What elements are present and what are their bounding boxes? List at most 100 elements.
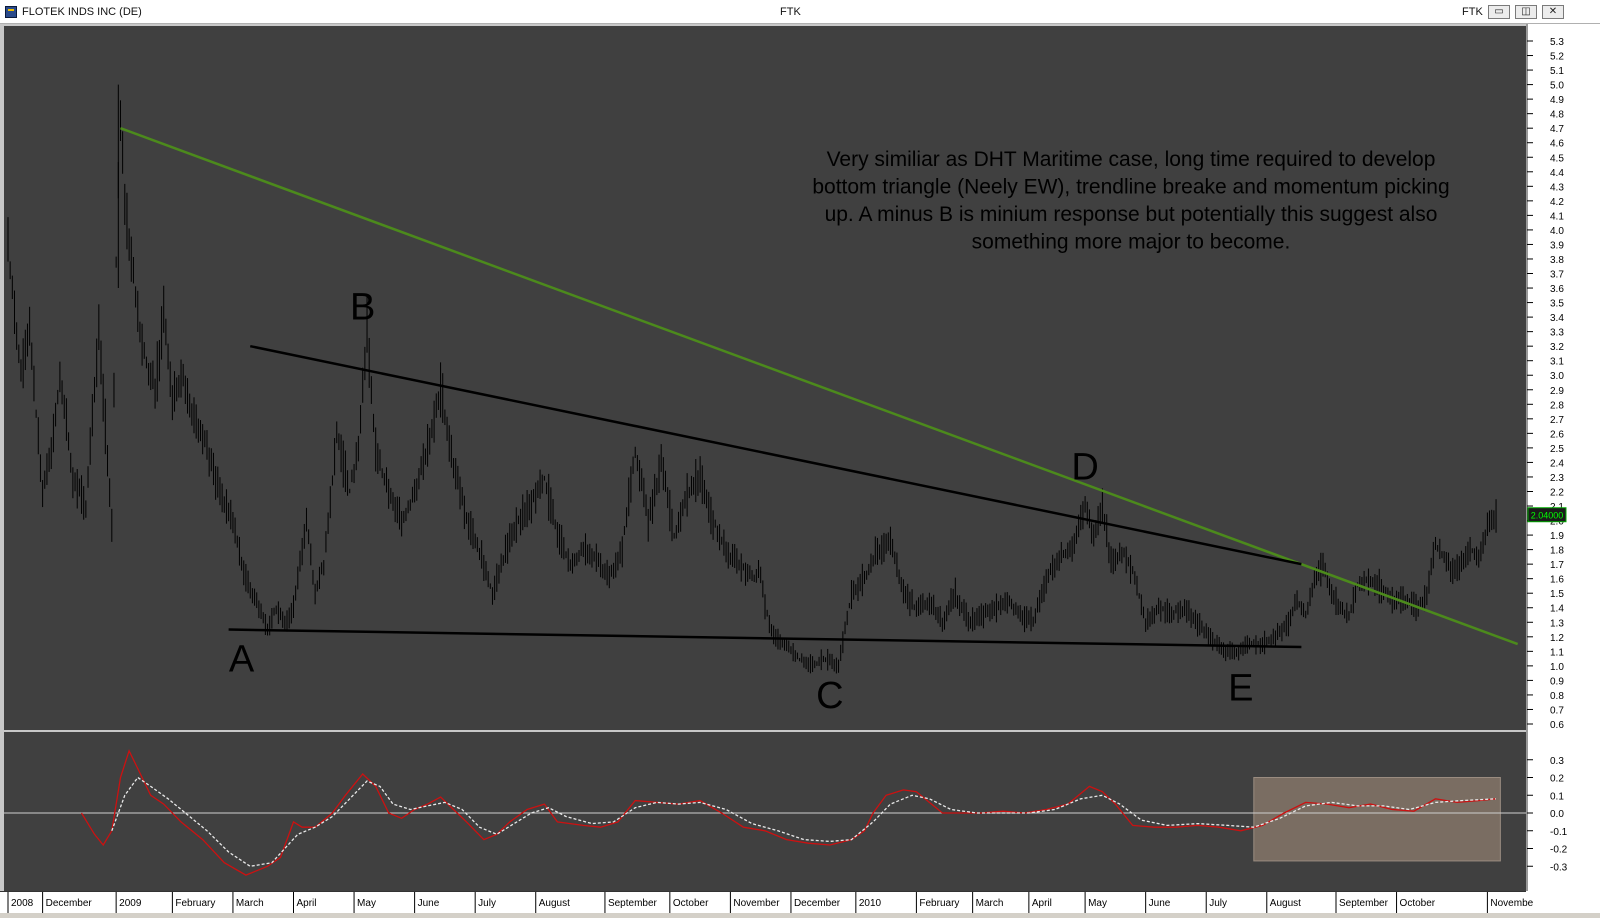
price-tick-label: 5.3 — [1550, 37, 1564, 48]
price-tick-label: 2.3 — [1550, 473, 1564, 484]
price-axis — [1526, 24, 1600, 913]
time-tick-label: Novembe — [1490, 898, 1533, 909]
price-tick-label: 1.0 — [1550, 662, 1564, 673]
trendline-black-lower — [228, 628, 1302, 649]
time-tick-label: August — [539, 898, 570, 909]
osc-tick-label: -0.1 — [1550, 827, 1568, 838]
price-tick-label: 1.7 — [1550, 560, 1564, 571]
time-tick-label: February — [175, 898, 215, 909]
wave-label-b: B — [350, 287, 375, 329]
time-tick-label: April — [296, 898, 316, 909]
time-axis — [0, 891, 1526, 913]
price-tick-label: 3.4 — [1550, 313, 1564, 324]
price-tick-label: 1.9 — [1550, 531, 1564, 542]
window-titlebar: FLOTEK INDS INC (DE) FTK FTK ▭ ◫ ✕ — [0, 0, 1600, 24]
price-tick-label: 3.0 — [1550, 371, 1564, 382]
price-tick-label: 1.1 — [1550, 647, 1564, 658]
oscillator-highlight-box — [1253, 777, 1501, 862]
price-tick-label: 4.5 — [1550, 153, 1564, 164]
oscillator-signal-line — [111, 776, 1497, 867]
osc-tick-label: 0.1 — [1550, 791, 1564, 802]
chart-svg[interactable]: A B C D E 0.6 0.7 0.8 0.9 1.0 1.1 1.2 1.3 1.4 1.5 1.6 1… — [0, 24, 1600, 913]
time-tick-label: March — [236, 898, 264, 909]
time-tick-label: August — [1270, 898, 1301, 909]
price-tick-label: 4.4 — [1550, 168, 1564, 179]
time-tick-label: July — [478, 898, 496, 909]
chart-window: A B C D E 0.6 0.7 0.8 0.9 1.0 1.1 1.2 1.3 1.4 1.5 1.6 1… — [0, 24, 1600, 913]
price-tick-label: 0.7 — [1550, 705, 1564, 716]
annotation-line: bottom triangle (Neely EW), trendline br… — [812, 176, 1449, 199]
price-tick-label: 2.4 — [1550, 458, 1564, 469]
price-tick-label: 3.3 — [1550, 328, 1564, 339]
price-tick-label: 0.8 — [1550, 691, 1564, 702]
osc-tick-label: -0.2 — [1550, 845, 1568, 856]
price-tick-label: 1.2 — [1550, 633, 1564, 644]
price-tick-label: 3.6 — [1550, 284, 1564, 295]
price-tick-label: 4.9 — [1550, 95, 1564, 106]
price-tick-label: 4.1 — [1550, 211, 1564, 222]
price-tick-label: 4.0 — [1550, 226, 1564, 237]
osc-tick-label: 0.3 — [1550, 756, 1564, 767]
price-tick-label: 1.5 — [1550, 589, 1564, 600]
price-tick-label: 2.2 — [1550, 487, 1564, 498]
time-tick-label: September — [608, 898, 658, 909]
oscillator-line — [80, 749, 1497, 876]
price-tick-label: 1.8 — [1550, 546, 1564, 557]
price-tick-label: 1.4 — [1550, 604, 1564, 615]
price-tick-label: 3.9 — [1550, 240, 1564, 251]
price-tick-label: 4.7 — [1550, 124, 1564, 135]
time-tick-label: June — [1149, 898, 1171, 909]
price-tick-label: 3.2 — [1550, 342, 1564, 353]
price-tick-label: 1.3 — [1550, 618, 1564, 629]
time-tick-label: December — [46, 898, 93, 909]
price-tick-label: 5.1 — [1550, 66, 1564, 77]
time-tick-label: June — [418, 898, 440, 909]
window-symbol-label: FTK — [1462, 6, 1483, 18]
time-tick-label: November — [733, 898, 780, 909]
window-title: FLOTEK INDS INC (DE) — [22, 6, 142, 18]
price-tick-label: 5.2 — [1550, 52, 1564, 63]
time-tick-label: April — [1032, 898, 1052, 909]
price-tick-label: 4.2 — [1550, 197, 1564, 208]
price-panel — [4, 26, 1526, 730]
app-icon — [5, 6, 17, 18]
osc-tick-label: -0.3 — [1550, 862, 1568, 873]
time-tick-label: October — [673, 898, 709, 909]
time-tick-label: July — [1209, 898, 1227, 909]
wave-label-a: A — [229, 639, 255, 681]
time-tick-label: September — [1339, 898, 1389, 909]
window-title-symbol: FTK — [780, 6, 801, 18]
last-price-label: 2.04000 — [1531, 511, 1564, 521]
price-tick-label: 5.0 — [1550, 81, 1564, 92]
price-tick-label: 3.5 — [1550, 299, 1564, 310]
price-tick-label: 3.8 — [1550, 255, 1564, 266]
price-tick-label: 4.8 — [1550, 110, 1564, 121]
price-tick-label: 2.5 — [1550, 444, 1564, 455]
price-tick-label: 1.6 — [1550, 575, 1564, 586]
time-tick-label: October — [1400, 898, 1436, 909]
time-tick-label: May — [1088, 898, 1107, 909]
price-tick-label: 2.7 — [1550, 415, 1564, 426]
price-tick-label: 2.8 — [1550, 400, 1564, 411]
price-tick-label: 3.1 — [1550, 357, 1564, 368]
price-tick-label: 2.6 — [1550, 429, 1564, 440]
annotation-line: up. A minus B is minium response but pot… — [825, 203, 1438, 226]
last-price-badge — [1527, 507, 1567, 523]
price-tick-label: 0.9 — [1550, 676, 1564, 687]
trendline-black-upper — [249, 344, 1302, 566]
close-button[interactable]: ✕ — [1542, 5, 1564, 19]
time-tick-label: 2009 — [119, 898, 142, 909]
time-tick-label: 2010 — [859, 898, 882, 909]
price-tick-label: 4.3 — [1550, 182, 1564, 193]
price-tick-label: 2.9 — [1550, 386, 1564, 397]
price-tick-label: 3.7 — [1550, 270, 1564, 281]
price-tick-label: 0.6 — [1550, 720, 1564, 731]
osc-tick-label: 0.2 — [1550, 774, 1564, 785]
minimize-button[interactable]: ▭ — [1488, 5, 1510, 19]
osc-tick-label: 0.0 — [1550, 809, 1564, 820]
annotation-line: Very similiar as DHT Maritime case, long… — [827, 148, 1436, 171]
wave-label-d: D — [1071, 446, 1098, 488]
time-tick-label: December — [794, 898, 841, 909]
restore-button[interactable]: ◫ — [1515, 5, 1537, 19]
price-tick-label: 4.6 — [1550, 139, 1564, 150]
